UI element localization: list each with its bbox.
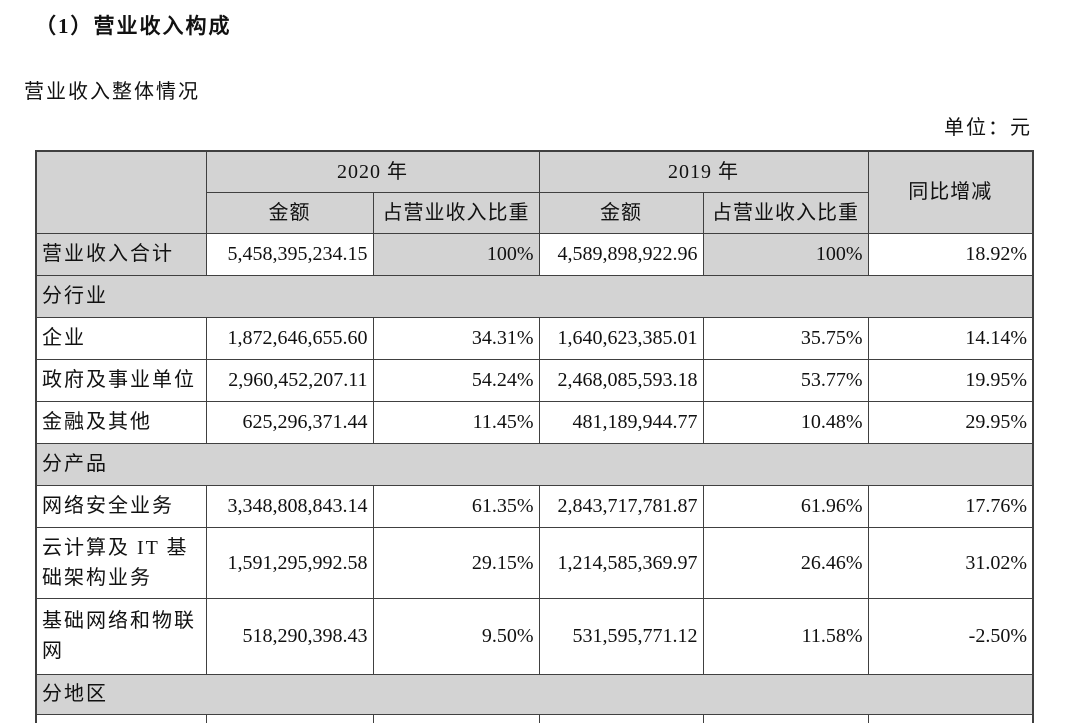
partial-row-cell [35, 713, 207, 723]
pct-2020: 11.45% [372, 400, 540, 444]
amount-2019: 2,468,085,593.18 [538, 358, 704, 402]
header-row-metrics: 金额 占营业收入比重 金额 占营业收入比重 [36, 191, 1033, 234]
pct-2019: 35.75% [702, 316, 869, 360]
pct-2020: 61.35% [372, 484, 540, 528]
amount-2020: 2,960,452,207.11 [205, 358, 374, 402]
pct-2019: 26.46% [702, 526, 869, 599]
table-row: 企业 1,872,646,655.60 34.31% 1,640,623,385… [35, 316, 1034, 360]
partial-row-cell [372, 713, 540, 723]
total-pct-2020: 100% [372, 232, 540, 276]
header-year-2020: 2020 年 [205, 150, 540, 193]
amount-2019: 481,189,944.77 [538, 400, 704, 444]
amount-2020: 1,872,646,655.60 [205, 316, 374, 360]
yoy: 14.14% [867, 316, 1034, 360]
section-name: 分地区 [35, 673, 1034, 715]
pct-2019: 10.48% [702, 400, 869, 444]
header-yoy: 同比增减 [867, 150, 1034, 234]
table-row: 基础网络和物联网 518,290,398.43 9.50% 531,595,77… [35, 597, 1034, 675]
amount-2019: 531,595,771.12 [538, 597, 704, 675]
pct-2020: 9.50% [372, 597, 540, 675]
partial-row-cell [205, 713, 374, 723]
pct-2020: 34.31% [372, 316, 540, 360]
partial-row-cell [702, 713, 869, 723]
total-row: 营业收入合计 5,458,395,234.15 100% 4,589,898,9… [35, 232, 1034, 276]
amount-2019: 2,843,717,781.87 [538, 484, 704, 528]
amount-2019: 1,214,585,369.97 [538, 526, 704, 599]
row-label: 基础网络和物联网 [35, 597, 207, 675]
pct-2020: 54.24% [372, 358, 540, 402]
table-row: 政府及事业单位 2,960,452,207.11 54.24% 2,468,08… [35, 358, 1034, 402]
total-yoy: 18.92% [867, 232, 1034, 276]
section-name: 分产品 [35, 442, 1034, 486]
header-proportion-2019: 占营业收入比重 [702, 191, 869, 234]
unit-label: 单位：元 [944, 117, 1032, 139]
total-amount-2019: 4,589,898,922.96 [538, 232, 704, 276]
yoy: 31.02% [867, 526, 1034, 599]
pct-2019: 61.96% [702, 484, 869, 528]
row-label: 云计算及 IT 基础架构业务 [35, 526, 207, 599]
section-row-industry: 分行业 [35, 274, 1034, 318]
row-label: 金融及其他 [35, 400, 207, 444]
header-year-2019: 2019 年 [538, 150, 869, 193]
partial-row-cell [538, 713, 704, 723]
total-row-label: 营业收入合计 [35, 232, 207, 276]
row-label: 网络安全业务 [35, 484, 207, 528]
pct-2020: 29.15% [372, 526, 540, 599]
yoy: -2.50% [867, 597, 1034, 675]
pct-2019: 11.58% [702, 597, 869, 675]
amount-2020: 625,296,371.44 [205, 400, 374, 444]
table-row: 金融及其他 625,296,371.44 11.45% 481,189,944.… [35, 400, 1034, 444]
header-empty-cell [35, 150, 207, 234]
partial-row [35, 713, 1034, 723]
partial-row-cell [867, 713, 1034, 723]
yoy: 17.76% [867, 484, 1034, 528]
section-row-product: 分产品 [35, 442, 1034, 486]
amount-2020: 518,290,398.43 [205, 597, 374, 675]
table-row: 网络安全业务 3,348,808,843.14 61.35% 2,843,717… [35, 484, 1034, 528]
header-amount-2020: 金额 [205, 191, 374, 234]
header-amount-2019: 金额 [538, 191, 704, 234]
total-amount-2020: 5,458,395,234.15 [205, 232, 374, 276]
header-proportion-2020: 占营业收入比重 [372, 191, 540, 234]
row-label: 企业 [35, 316, 207, 360]
amount-2019: 1,640,623,385.01 [538, 316, 704, 360]
section-title: （1）营业收入构成 [35, 14, 232, 38]
table-row: 云计算及 IT 基础架构业务 1,591,295,992.58 29.15% 1… [35, 526, 1034, 599]
revenue-composition-table: 2020 年 2019 年 同比增减 金额 占营业收入比重 金额 占营业收入比重… [35, 150, 1034, 723]
yoy: 29.95% [867, 400, 1034, 444]
section-name: 分行业 [35, 274, 1034, 318]
subtitle: 营业收入整体情况 [24, 81, 200, 103]
row-label: 政府及事业单位 [35, 358, 207, 402]
pct-2019: 53.77% [702, 358, 869, 402]
header-row-years: 2020 年 2019 年 同比增减 [35, 150, 1034, 234]
amount-2020: 1,591,295,992.58 [205, 526, 374, 599]
total-pct-2019: 100% [702, 232, 869, 276]
amount-2020: 3,348,808,843.14 [205, 484, 374, 528]
yoy: 19.95% [867, 358, 1034, 402]
section-row-region: 分地区 [35, 673, 1034, 715]
